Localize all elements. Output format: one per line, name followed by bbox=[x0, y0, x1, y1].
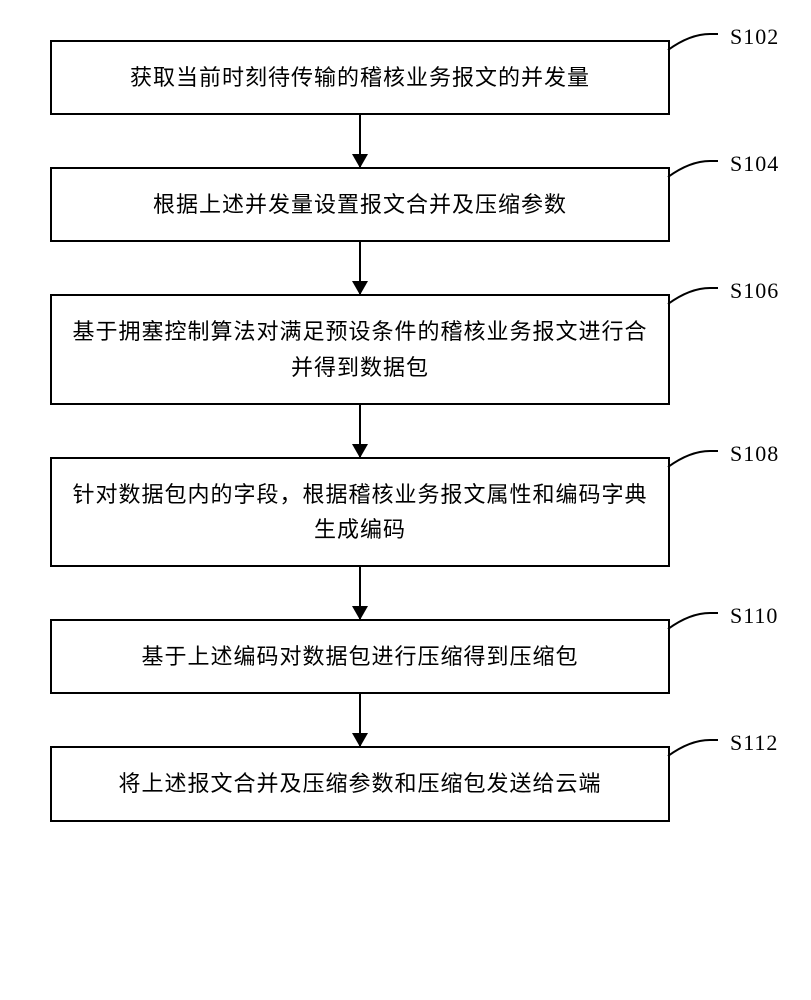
arrow bbox=[359, 242, 361, 294]
step-label: S110 bbox=[730, 603, 778, 629]
step-label: S102 bbox=[730, 24, 779, 50]
label-connector bbox=[660, 738, 740, 778]
step-s102: 获取当前时刻待传输的稽核业务报文的并发量 S102 bbox=[50, 40, 750, 115]
step-label: S108 bbox=[730, 441, 779, 467]
step-text: 针对数据包内的字段，根据稽核业务报文属性和编码字典生成编码 bbox=[72, 477, 648, 547]
step-text: 根据上述并发量设置报文合并及压缩参数 bbox=[153, 187, 567, 222]
step-box: 根据上述并发量设置报文合并及压缩参数 bbox=[50, 167, 670, 242]
step-s108: 针对数据包内的字段，根据稽核业务报文属性和编码字典生成编码 S108 bbox=[50, 457, 750, 567]
label-connector bbox=[660, 32, 740, 72]
step-box: 将上述报文合并及压缩参数和压缩包发送给云端 bbox=[50, 746, 670, 821]
step-s104: 根据上述并发量设置报文合并及压缩参数 S104 bbox=[50, 167, 750, 242]
step-box: 基于上述编码对数据包进行压缩得到压缩包 bbox=[50, 619, 670, 694]
label-connector bbox=[660, 286, 740, 326]
step-label: S104 bbox=[730, 151, 779, 177]
step-text: 基于拥塞控制算法对满足预设条件的稽核业务报文进行合并得到数据包 bbox=[72, 314, 648, 384]
step-s106: 基于拥塞控制算法对满足预设条件的稽核业务报文进行合并得到数据包 S106 bbox=[50, 294, 750, 404]
step-text: 获取当前时刻待传输的稽核业务报文的并发量 bbox=[130, 60, 590, 95]
step-s110: 基于上述编码对数据包进行压缩得到压缩包 S110 bbox=[50, 619, 750, 694]
arrow bbox=[359, 115, 361, 167]
step-s112: 将上述报文合并及压缩参数和压缩包发送给云端 S112 bbox=[50, 746, 750, 821]
label-connector bbox=[660, 611, 740, 651]
step-text: 基于上述编码对数据包进行压缩得到压缩包 bbox=[141, 639, 578, 674]
label-connector bbox=[660, 159, 740, 199]
arrow bbox=[359, 694, 361, 746]
step-box: 基于拥塞控制算法对满足预设条件的稽核业务报文进行合并得到数据包 bbox=[50, 294, 670, 404]
step-box: 获取当前时刻待传输的稽核业务报文的并发量 bbox=[50, 40, 670, 115]
step-text: 将上述报文合并及压缩参数和压缩包发送给云端 bbox=[118, 766, 601, 801]
arrow bbox=[359, 567, 361, 619]
label-connector bbox=[660, 449, 740, 489]
arrow bbox=[359, 405, 361, 457]
step-box: 针对数据包内的字段，根据稽核业务报文属性和编码字典生成编码 bbox=[50, 457, 670, 567]
flowchart-container: 获取当前时刻待传输的稽核业务报文的并发量 S102 根据上述并发量设置报文合并及… bbox=[50, 40, 750, 822]
step-label: S106 bbox=[730, 278, 779, 304]
step-label: S112 bbox=[730, 730, 778, 756]
